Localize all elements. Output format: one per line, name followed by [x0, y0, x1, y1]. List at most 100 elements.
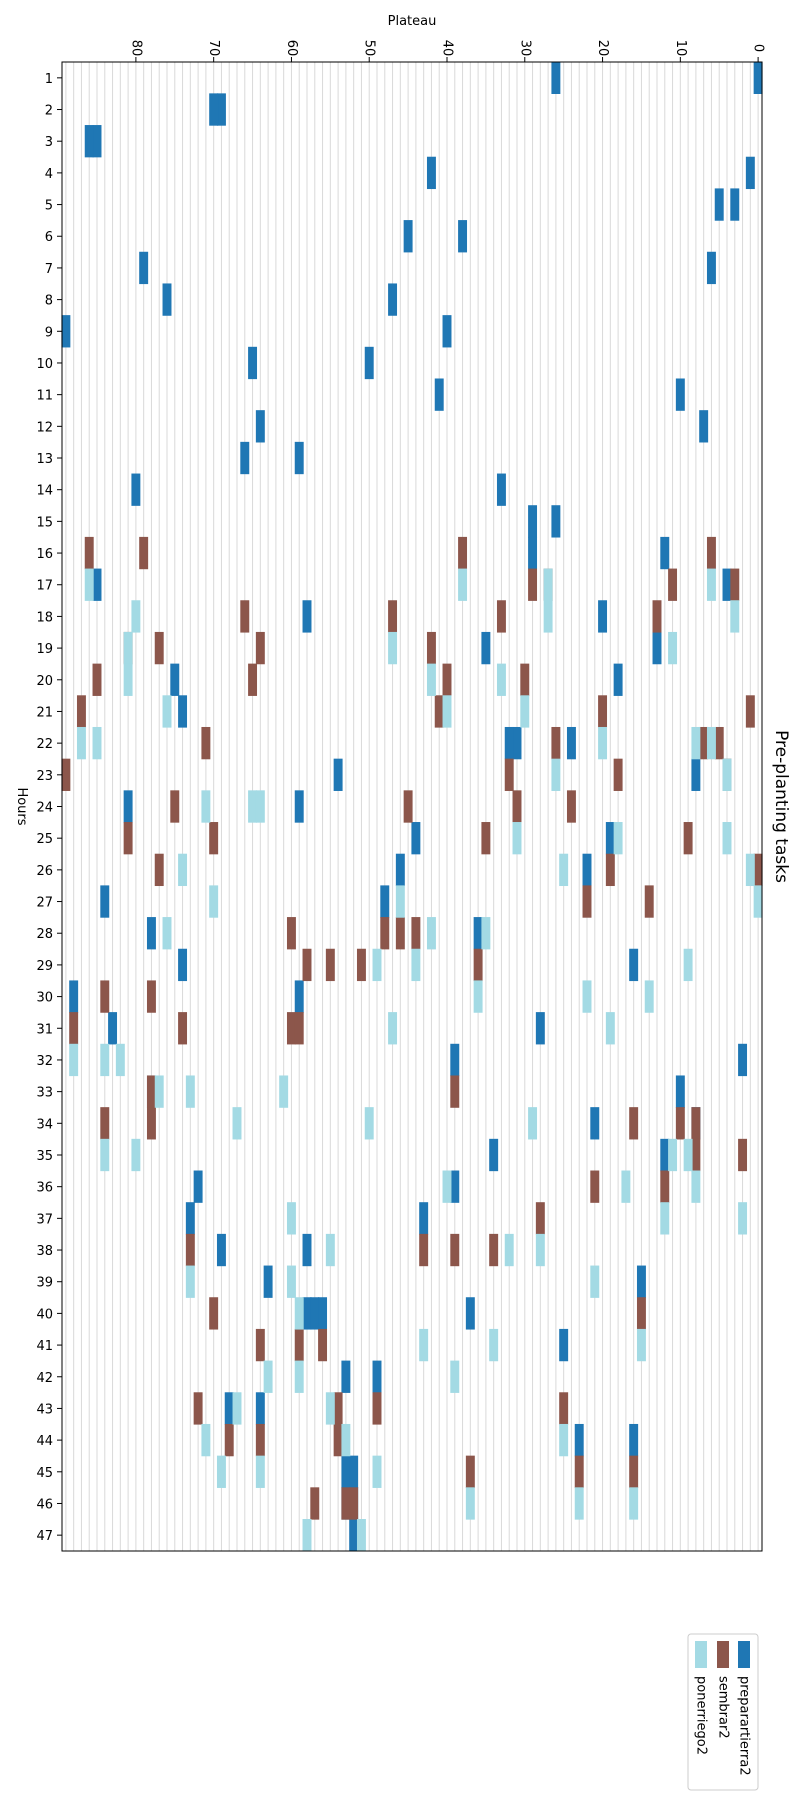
y-tick-label: 10	[36, 357, 53, 372]
cell-ponerriego2	[356, 1519, 366, 1552]
cell-sembrar2	[652, 600, 662, 633]
cell-preparartierra2	[310, 1297, 320, 1330]
y-tick-label: 26	[36, 864, 53, 879]
y-tick-label: 1	[45, 72, 53, 87]
y-tick-label: 4	[45, 167, 53, 182]
cell-sembrar2	[146, 980, 156, 1013]
chart-title: Pre-planting tasks	[771, 730, 791, 883]
cell-preparartierra2	[178, 948, 188, 982]
cell-ponerriego2	[621, 1170, 631, 1203]
cell-preparartierra2	[691, 758, 701, 791]
y-tick-label: 38	[36, 1244, 53, 1259]
y-tick-label: 6	[45, 230, 53, 245]
y-tick-label: 15	[36, 515, 53, 530]
cell-sembrar2	[333, 1392, 343, 1425]
cell-preparartierra2	[512, 726, 522, 760]
cell-sembrar2	[185, 1233, 195, 1267]
cell-preparartierra2	[84, 125, 94, 158]
cell-sembrar2	[574, 1455, 584, 1488]
cell-ponerriego2	[481, 917, 491, 950]
cell-sembrar2	[255, 1328, 265, 1362]
cell-ponerriego2	[395, 885, 405, 918]
cell-preparartierra2	[489, 1138, 499, 1172]
cell-preparartierra2	[598, 600, 608, 633]
y-tick-label: 21	[36, 705, 53, 720]
cell-sembrar2	[333, 1423, 343, 1457]
cell-ponerriego2	[131, 600, 141, 633]
cell-preparartierra2	[699, 410, 709, 443]
cell-sembrar2	[209, 822, 219, 855]
legend-swatch-preparartierra2	[738, 1641, 750, 1668]
cell-ponerriego2	[683, 1138, 693, 1172]
cell-sembrar2	[286, 1012, 296, 1045]
cell-ponerriego2	[294, 1297, 304, 1330]
cell-sembrar2	[691, 1107, 701, 1140]
cell-ponerriego2	[590, 1265, 600, 1298]
cell-preparartierra2	[294, 980, 304, 1013]
x-axis-label: Plateau	[388, 14, 437, 29]
cell-preparartierra2	[730, 188, 740, 221]
cell-sembrar2	[255, 631, 265, 665]
cell-sembrar2	[224, 1423, 234, 1457]
cell-sembrar2	[146, 1107, 156, 1140]
cell-sembrar2	[442, 663, 452, 696]
cell-preparartierra2	[302, 600, 312, 633]
cell-sembrar2	[100, 980, 110, 1013]
cell-sembrar2	[302, 948, 312, 982]
cell-preparartierra2	[388, 283, 398, 316]
cell-sembrar2	[240, 600, 250, 633]
cell-sembrar2	[566, 790, 576, 823]
cell-sembrar2	[395, 917, 405, 950]
cell-sembrar2	[450, 1075, 460, 1108]
y-tick-label: 3	[45, 135, 53, 150]
cell-sembrar2	[450, 1233, 460, 1267]
y-tick-label: 2	[45, 104, 53, 119]
cell-sembrar2	[356, 948, 366, 982]
cell-preparartierra2	[349, 1519, 359, 1552]
y-tick-label: 19	[36, 642, 53, 657]
cell-preparartierra2	[450, 1170, 460, 1203]
cell-preparartierra2	[753, 61, 763, 94]
cell-preparartierra2	[185, 1202, 195, 1235]
legend-swatch-sembrar2	[717, 1641, 729, 1668]
cell-ponerriego2	[411, 948, 421, 982]
cell-preparartierra2	[139, 251, 149, 285]
cell-ponerriego2	[372, 948, 382, 982]
cell-ponerriego2	[706, 568, 716, 601]
y-tick-label: 32	[36, 1054, 53, 1069]
cell-preparartierra2	[302, 1297, 312, 1330]
cell-ponerriego2	[442, 1170, 452, 1203]
cell-sembrar2	[675, 1107, 685, 1140]
y-tick-label: 8	[45, 294, 53, 309]
y-tick-label: 14	[36, 484, 53, 499]
cell-ponerriego2	[668, 631, 678, 665]
cell-preparartierra2	[255, 1392, 265, 1425]
cell-preparartierra2	[100, 885, 110, 918]
cell-sembrar2	[730, 568, 740, 601]
cell-ponerriego2	[255, 790, 265, 823]
cell-sembrar2	[699, 726, 709, 760]
cell-ponerriego2	[115, 1043, 125, 1077]
cell-ponerriego2	[660, 1202, 670, 1235]
cell-sembrar2	[458, 536, 468, 570]
cell-sembrar2	[559, 1392, 569, 1425]
x-tick-label: 70	[206, 40, 221, 57]
cell-sembrar2	[465, 1455, 475, 1488]
cell-sembrar2	[154, 853, 164, 887]
cell-ponerriego2	[185, 1265, 195, 1298]
cell-sembrar2	[605, 853, 615, 887]
cell-preparartierra2	[528, 505, 538, 538]
cell-ponerriego2	[753, 885, 763, 918]
cell-ponerriego2	[216, 1455, 226, 1488]
cell-ponerriego2	[232, 1107, 242, 1140]
cell-sembrar2	[403, 790, 413, 823]
cell-preparartierra2	[675, 1075, 685, 1108]
cell-ponerriego2	[668, 1138, 678, 1172]
cell-sembrar2	[248, 663, 258, 696]
y-tick-label: 35	[36, 1149, 53, 1164]
y-tick-label: 11	[36, 389, 53, 404]
cell-ponerriego2	[543, 600, 553, 633]
y-tick-label: 20	[36, 674, 53, 689]
cell-ponerriego2	[294, 1360, 304, 1393]
